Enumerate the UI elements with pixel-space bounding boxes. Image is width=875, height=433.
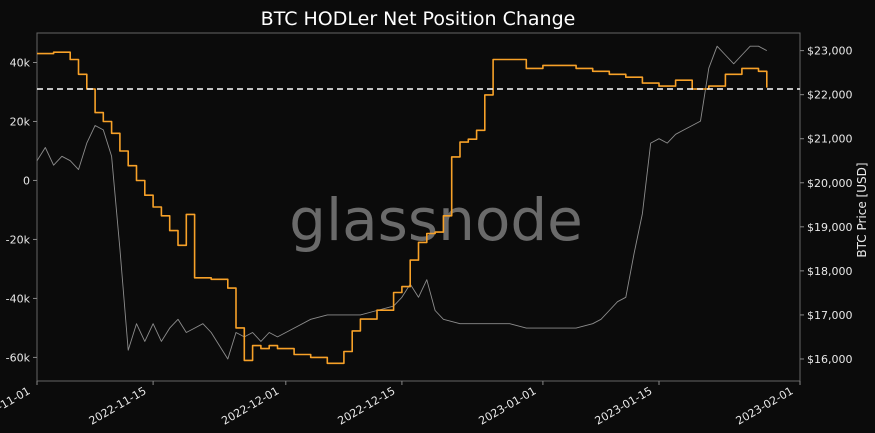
- left-tick-label: -20k: [6, 233, 31, 246]
- left-tick-label: 40k: [10, 56, 31, 69]
- net-position-line: [37, 51, 768, 365]
- left-axis: 40k 20k 0 -20k -40k -60k: [6, 56, 37, 364]
- series-group: [36, 45, 768, 365]
- plot-frame: [36, 32, 801, 382]
- right-tick-label: $18,000: [807, 265, 853, 278]
- left-tick-label: -40k: [6, 292, 31, 305]
- right-tick-label: $22,000: [807, 89, 853, 102]
- right-tick-label: $16,000: [807, 353, 853, 366]
- right-tick-label: $17,000: [807, 309, 853, 322]
- right-tick-label: $20,000: [807, 177, 853, 190]
- chart-title: BTC HODLer Net Position Change: [261, 8, 576, 30]
- right-tick-label: $23,000: [807, 45, 853, 58]
- left-tick-label: 20k: [10, 115, 31, 128]
- left-tick-label: -60k: [6, 351, 31, 364]
- right-axis: $23,000 $22,000 $21,000 $20,000 $19,000 $18,0…: [800, 45, 853, 366]
- right-axis-label: BTC Price [USD]: [855, 162, 869, 257]
- watermark-logo: glassnode: [289, 186, 583, 254]
- right-tick-label: $21,000: [807, 133, 853, 146]
- right-tick-label: $19,000: [807, 221, 853, 234]
- left-tick-label: 0: [23, 174, 30, 187]
